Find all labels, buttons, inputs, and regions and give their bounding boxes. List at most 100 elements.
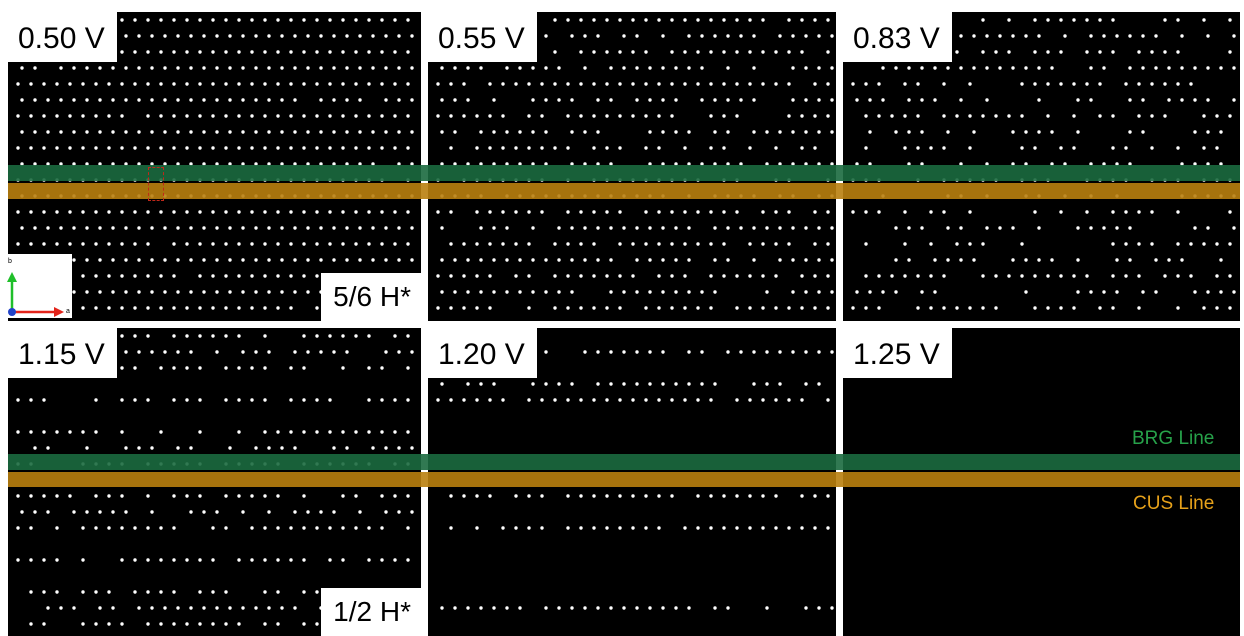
atom-dot xyxy=(605,18,609,22)
atom-dot xyxy=(761,494,765,498)
atom-dot xyxy=(85,510,89,514)
atom-dot xyxy=(198,366,202,370)
atom-dot xyxy=(280,446,284,450)
atom-dot xyxy=(202,258,206,262)
atom-dot xyxy=(263,622,267,626)
atom-dot xyxy=(1033,306,1037,310)
atom-dot xyxy=(713,290,717,294)
atom-dot xyxy=(449,82,453,86)
atom-dot xyxy=(929,306,933,310)
atom-dot xyxy=(813,242,817,246)
atom-dot xyxy=(648,258,652,262)
atom-dot xyxy=(864,242,868,246)
atom-dot xyxy=(761,242,765,246)
atom-dot xyxy=(159,622,163,626)
atom-dot xyxy=(163,606,167,610)
atom-dot xyxy=(1150,210,1154,214)
atom-dot xyxy=(661,98,665,102)
atom-dot xyxy=(475,114,479,118)
axes-icon xyxy=(7,272,64,317)
atom-dot xyxy=(475,306,479,310)
atom-dot xyxy=(198,622,202,626)
atom-dot xyxy=(224,82,228,86)
atom-dot xyxy=(527,146,531,150)
atom-dot xyxy=(1193,162,1197,166)
atom-dot xyxy=(774,242,778,246)
atom-dot xyxy=(358,98,362,102)
atom-dot xyxy=(674,382,678,386)
atom-dot xyxy=(1115,34,1119,38)
atom-dot xyxy=(315,114,319,118)
atom-dot xyxy=(696,210,700,214)
atom-dot xyxy=(384,66,388,70)
atom-dot xyxy=(592,526,596,530)
atom-dot xyxy=(804,162,808,166)
brg-band-bottom xyxy=(8,454,1240,470)
atom-dot xyxy=(1024,258,1028,262)
atom-dot xyxy=(657,114,661,118)
atom-dot xyxy=(1076,258,1080,262)
atom-dot xyxy=(670,114,674,118)
atom-dot xyxy=(998,226,1002,230)
atom-dot xyxy=(946,130,950,134)
atom-dot xyxy=(133,306,137,310)
atom-dot xyxy=(648,350,652,354)
atom-dot xyxy=(1033,50,1037,54)
atom-dot xyxy=(1089,98,1093,102)
atom-dot xyxy=(133,398,137,402)
atom-dot xyxy=(94,146,98,150)
atom-dot xyxy=(302,210,306,214)
atom-dot xyxy=(1059,210,1063,214)
atom-dot xyxy=(804,98,808,102)
atom-dot xyxy=(479,382,483,386)
atom-dot xyxy=(920,226,924,230)
atom-dot xyxy=(42,242,46,246)
atom-dot xyxy=(406,366,410,370)
atom-dot xyxy=(202,130,206,134)
atom-dot xyxy=(1059,306,1063,310)
atom-dot xyxy=(817,130,821,134)
atom-dot xyxy=(804,350,808,354)
axis-a-label: a xyxy=(66,308,70,315)
atom-dot xyxy=(289,398,293,402)
atom-dot xyxy=(16,82,20,86)
atom-dot xyxy=(276,274,280,278)
atom-dot xyxy=(596,162,600,166)
atom-dot xyxy=(1102,162,1106,166)
atom-dot xyxy=(440,162,444,166)
atom-dot xyxy=(635,66,639,70)
atom-dot xyxy=(774,398,778,402)
atom-dot xyxy=(133,242,137,246)
atom-dot xyxy=(929,210,933,214)
atom-dot xyxy=(163,66,167,70)
atom-dot xyxy=(289,242,293,246)
atom-dot xyxy=(237,242,241,246)
atom-dot xyxy=(68,430,72,434)
atom-dot xyxy=(644,82,648,86)
atom-dot xyxy=(254,226,258,230)
atom-dot xyxy=(800,398,804,402)
atom-dot xyxy=(146,114,150,118)
atom-dot xyxy=(1150,146,1154,150)
atom-dot xyxy=(354,114,358,118)
atom-dot xyxy=(263,114,267,118)
atom-dot xyxy=(289,274,293,278)
atom-dot xyxy=(492,162,496,166)
atom-dot xyxy=(55,210,59,214)
atom-dot xyxy=(81,558,85,562)
atom-dot xyxy=(85,66,89,70)
atom-dot xyxy=(1115,258,1119,262)
atom-dot xyxy=(817,98,821,102)
atom-dot xyxy=(211,558,215,562)
atom-dot xyxy=(146,50,150,54)
atom-dot xyxy=(354,50,358,54)
atom-dot xyxy=(657,242,661,246)
atom-dot xyxy=(367,398,371,402)
atom-dot xyxy=(358,258,362,262)
atom-dot xyxy=(237,306,241,310)
atom-dot xyxy=(894,226,898,230)
atom-dot xyxy=(566,210,570,214)
atom-dot xyxy=(683,146,687,150)
atom-dot xyxy=(341,494,345,498)
atom-dot xyxy=(479,606,483,610)
